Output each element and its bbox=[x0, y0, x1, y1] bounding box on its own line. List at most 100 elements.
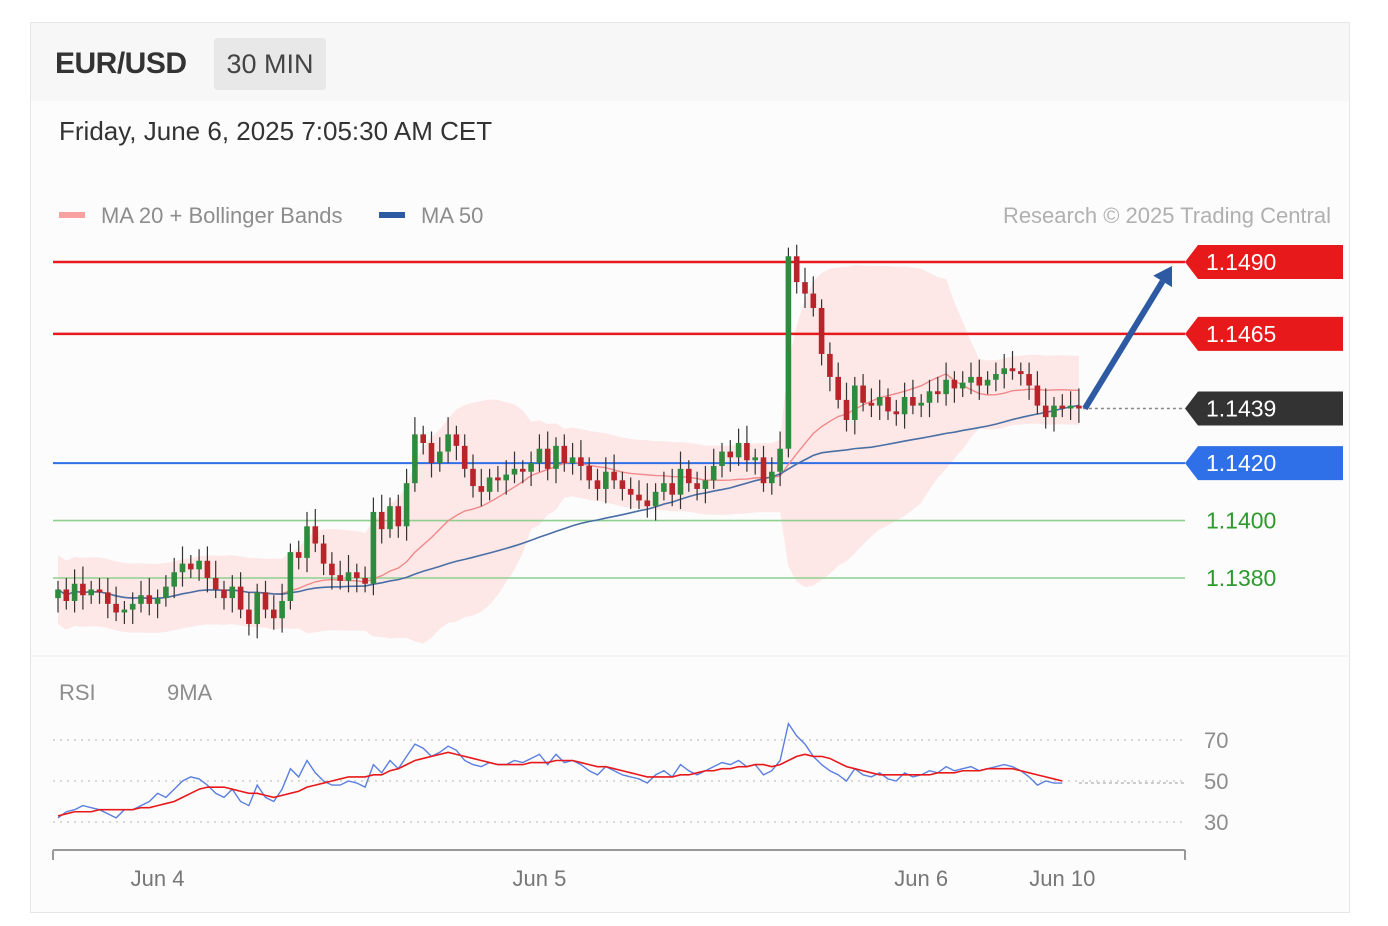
candle-body bbox=[760, 457, 767, 484]
symbol-title: EUR/USD bbox=[55, 47, 187, 80]
level-label-1.1400: 1.1400 bbox=[1206, 508, 1276, 534]
level-label-1.1465: 1.1465 bbox=[1206, 321, 1276, 347]
candle-body bbox=[495, 477, 501, 481]
ma50-swatch bbox=[379, 212, 405, 219]
candle-body bbox=[88, 589, 94, 596]
candle-body bbox=[378, 511, 385, 530]
level-label-1.1420: 1.1420 bbox=[1206, 450, 1276, 476]
ma50-label: MA 50 bbox=[421, 203, 484, 228]
candle-body bbox=[1042, 405, 1049, 418]
candle-body bbox=[1001, 368, 1007, 375]
candle-body bbox=[694, 483, 700, 489]
candle-body bbox=[138, 595, 144, 604]
candle-body bbox=[744, 442, 750, 461]
chart-card: EUR/USD 30 MIN Friday, June 6, 2025 7:05… bbox=[30, 22, 1350, 913]
candle-body bbox=[254, 592, 260, 624]
timeframe-badge[interactable]: 30 MIN bbox=[214, 38, 326, 90]
candle-body bbox=[935, 391, 941, 395]
candle-body bbox=[204, 560, 211, 578]
candle-body bbox=[594, 480, 601, 489]
candle-body bbox=[627, 488, 634, 495]
candle-body bbox=[511, 468, 518, 475]
candle-body bbox=[528, 463, 534, 472]
bollinger-band bbox=[58, 265, 1079, 644]
ma20-label: MA 20 + Bollinger Bands bbox=[101, 203, 343, 228]
candle-body bbox=[652, 491, 659, 507]
candle-body bbox=[428, 442, 435, 464]
candle-body bbox=[96, 589, 103, 593]
candle-body bbox=[1034, 385, 1041, 406]
candle-body bbox=[129, 603, 136, 610]
candle-body bbox=[636, 494, 642, 501]
candle-body bbox=[287, 552, 294, 601]
candle-body bbox=[561, 445, 568, 464]
legend-ma50: MA 50 bbox=[379, 203, 483, 229]
x-tick-label: Jun 5 bbox=[512, 866, 566, 891]
candle-body bbox=[312, 526, 319, 544]
forecast-arrow bbox=[1082, 279, 1166, 411]
candle-body bbox=[354, 572, 360, 578]
candle-body bbox=[171, 572, 177, 587]
candle-body bbox=[686, 468, 692, 484]
candle-body bbox=[420, 434, 426, 443]
candle-body bbox=[329, 563, 335, 576]
candle-body bbox=[461, 445, 468, 469]
level-tag-1.1490 bbox=[1185, 245, 1343, 279]
level-label-1.1439: 1.1439 bbox=[1206, 396, 1276, 422]
candle-body bbox=[893, 411, 900, 415]
candle-body bbox=[644, 500, 651, 507]
level-label-1.1380: 1.1380 bbox=[1206, 565, 1276, 591]
candle-body bbox=[262, 592, 269, 610]
candle-body bbox=[702, 480, 709, 489]
rsi-tick-50: 50 bbox=[1204, 769, 1228, 794]
candle-body bbox=[1059, 405, 1066, 409]
candle-body bbox=[445, 434, 451, 452]
candle-body bbox=[860, 385, 866, 403]
candle-body bbox=[412, 434, 418, 484]
candle-body bbox=[976, 376, 983, 386]
ma50-line bbox=[57, 404, 1080, 600]
candle-body bbox=[279, 600, 285, 619]
rsi-label: RSI bbox=[59, 680, 96, 705]
rsi-line bbox=[57, 721, 1063, 819]
candle-body bbox=[179, 563, 186, 573]
candle-body bbox=[943, 379, 949, 395]
rsi-tick-30: 30 bbox=[1204, 810, 1228, 835]
candle-body bbox=[586, 465, 592, 481]
candle-body bbox=[793, 256, 800, 283]
candle-body bbox=[603, 471, 609, 489]
candle-body bbox=[229, 586, 236, 599]
candle-body bbox=[453, 434, 460, 446]
candle-body bbox=[503, 474, 509, 481]
candle-body bbox=[345, 572, 352, 581]
candle-body bbox=[71, 583, 78, 601]
candle-body bbox=[221, 589, 227, 599]
legend-rsi: RSI bbox=[59, 680, 96, 706]
candle-body bbox=[80, 583, 86, 596]
candle-body bbox=[1067, 405, 1074, 409]
x-tick-label: Jun 4 bbox=[131, 866, 185, 891]
rsi-ma-label: 9MA bbox=[167, 680, 213, 705]
rsi-ma-line bbox=[57, 751, 1063, 817]
candle-body bbox=[1076, 405, 1082, 409]
candle-body bbox=[926, 391, 933, 403]
candle-body bbox=[163, 586, 169, 599]
candle-body bbox=[295, 552, 302, 558]
candle-body bbox=[802, 282, 808, 294]
candle-body bbox=[910, 397, 916, 406]
candle-body bbox=[835, 376, 841, 400]
ma20-swatch bbox=[59, 212, 85, 219]
legend-ma20-bollinger: MA 20 + Bollinger Bands bbox=[59, 203, 343, 229]
candle-body bbox=[320, 543, 327, 564]
candle-body bbox=[403, 483, 410, 527]
candle-body bbox=[387, 506, 393, 530]
candle-body bbox=[752, 457, 758, 461]
candle-body bbox=[212, 578, 219, 590]
candle-body bbox=[154, 598, 161, 604]
candle-body bbox=[486, 477, 493, 492]
candle-body bbox=[785, 256, 792, 449]
candle-body bbox=[1018, 371, 1024, 375]
forecast-arrow-head bbox=[1153, 266, 1172, 288]
x-tick-label: Jun 6 bbox=[894, 866, 948, 891]
